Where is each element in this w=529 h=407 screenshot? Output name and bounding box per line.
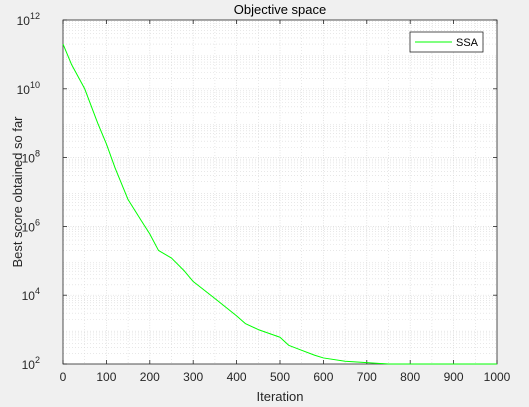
- y-tick-label: 1010: [17, 80, 40, 97]
- y-axis-label: Best score obtained so far: [10, 116, 25, 268]
- x-tick-labels: 0 100 200 300 400 500 600 700 800 900 1000: [60, 370, 511, 384]
- x-tick-label: 500: [270, 370, 290, 384]
- x-axis-label: Iteration: [257, 389, 304, 404]
- plot-area: [63, 20, 497, 364]
- x-tick-label: 900: [444, 370, 464, 384]
- x-tick-label: 700: [357, 370, 377, 384]
- x-tick-label: 300: [183, 370, 203, 384]
- y-tick-label: 1012: [17, 11, 40, 28]
- x-tick-label: 800: [400, 370, 420, 384]
- chart-title: Objective space: [234, 2, 327, 17]
- y-tick-labels: 102 104 106 108 1010 1012: [17, 11, 40, 372]
- legend: SSA: [409, 31, 484, 53]
- x-tick-label: 0: [60, 370, 67, 384]
- y-tick-label: 104: [22, 286, 40, 303]
- x-tick-label: 100: [96, 370, 116, 384]
- x-tick-label: 600: [313, 370, 333, 384]
- y-tick-label: 106: [22, 217, 40, 234]
- series-layer: [62, 43, 497, 365]
- x-tick-label: 1000: [484, 370, 511, 384]
- y-tick-label: 102: [22, 355, 40, 372]
- y-tick-label: 108: [22, 149, 40, 166]
- x-tick-label: 400: [227, 370, 247, 384]
- minor-grid: [63, 20, 497, 364]
- x-tick-label: 200: [140, 370, 160, 384]
- legend-label-ssa: SSA: [456, 37, 479, 49]
- series-line-ssa: [62, 43, 497, 365]
